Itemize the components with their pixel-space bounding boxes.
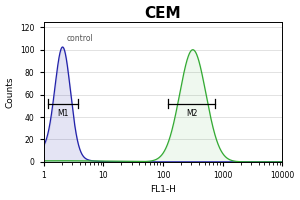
Text: control: control [66, 34, 93, 43]
Text: M2: M2 [186, 109, 197, 118]
Title: CEM: CEM [145, 6, 181, 21]
Y-axis label: Counts: Counts [6, 76, 15, 108]
X-axis label: FL1-H: FL1-H [150, 185, 176, 194]
Text: M1: M1 [58, 109, 69, 118]
